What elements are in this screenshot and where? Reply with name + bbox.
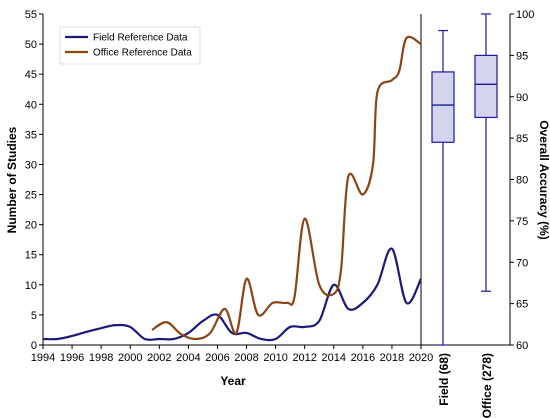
y-tick-label: 30: [25, 159, 37, 171]
right-y-tick-label: 85: [516, 133, 528, 145]
right-y-tick-label: 100: [516, 9, 534, 21]
y-tick-label: 40: [25, 99, 37, 111]
right-y-axis-label: Overall Accuracy (%): [537, 120, 550, 240]
x-tick-label: 2002: [147, 352, 171, 364]
line-chart: 0 5 10 15 20 25 30 35 40 45 50 55 1994 1996 1998 2000 20…: [5, 9, 433, 388]
legend-label: Field Reference Data: [93, 33, 188, 44]
x-tick-label: 2008: [234, 352, 258, 364]
box-iqr: [474, 54, 498, 119]
x-tick-label: 2012: [292, 352, 316, 364]
right-y-tick-label: 90: [516, 92, 528, 104]
y-tick-label: 0: [31, 340, 37, 352]
y-tick-label: 50: [25, 39, 37, 51]
x-tick-label: 2016: [351, 352, 375, 364]
right-y-tick-label: 80: [516, 175, 528, 187]
y-tick-label: 55: [25, 9, 37, 21]
y-tick-label: 10: [25, 280, 37, 292]
y-axis-label: Number of Studies: [5, 126, 19, 233]
right-y-tick-label: 60: [516, 340, 528, 352]
x-tick-label: 1994: [31, 352, 55, 364]
y-tick-label: 20: [25, 220, 37, 232]
box-chart: 60 65 70 75 80 85 90 95 100 Overall Accuracy (%) F…: [421, 9, 550, 418]
y-tick-label: 45: [25, 69, 37, 81]
x-tick-label: 2014: [322, 352, 346, 364]
x-tick-label: 2006: [205, 352, 229, 364]
x-tick-label: 2020: [409, 352, 433, 364]
series-line-office: [151, 35, 422, 341]
series-line-field: [42, 247, 422, 342]
right-y-tick-label: 75: [516, 216, 528, 228]
y-tick-label: 5: [31, 310, 37, 322]
legend-label: Office Reference Data: [93, 48, 192, 59]
x-tick-label: 1998: [89, 352, 113, 364]
box-office: Office (278): [474, 13, 498, 418]
legend-box: [59, 26, 201, 65]
y-tick-label: 35: [25, 129, 37, 141]
right-y-tick-label: 65: [516, 299, 528, 311]
x-axis-label: Year: [220, 374, 246, 388]
box-iqr: [431, 71, 455, 143]
x-tick-label: 2010: [263, 352, 287, 364]
right-y-tick-label: 70: [516, 257, 528, 269]
y-tick-label: 25: [25, 190, 37, 202]
legend: Field Reference Data Office Reference Dat…: [59, 26, 201, 65]
right-y-tick-label: 95: [516, 50, 528, 62]
box-category-label: Office (278): [480, 353, 494, 418]
y-tick-label: 15: [25, 250, 37, 262]
box-field: Field (68): [431, 29, 455, 406]
x-tick-label: 2018: [380, 352, 404, 364]
box-category-label: Field (68): [437, 353, 451, 406]
x-tick-label: 2004: [176, 352, 200, 364]
x-tick-label: 2000: [118, 352, 142, 364]
x-tick-label: 1996: [60, 352, 84, 364]
